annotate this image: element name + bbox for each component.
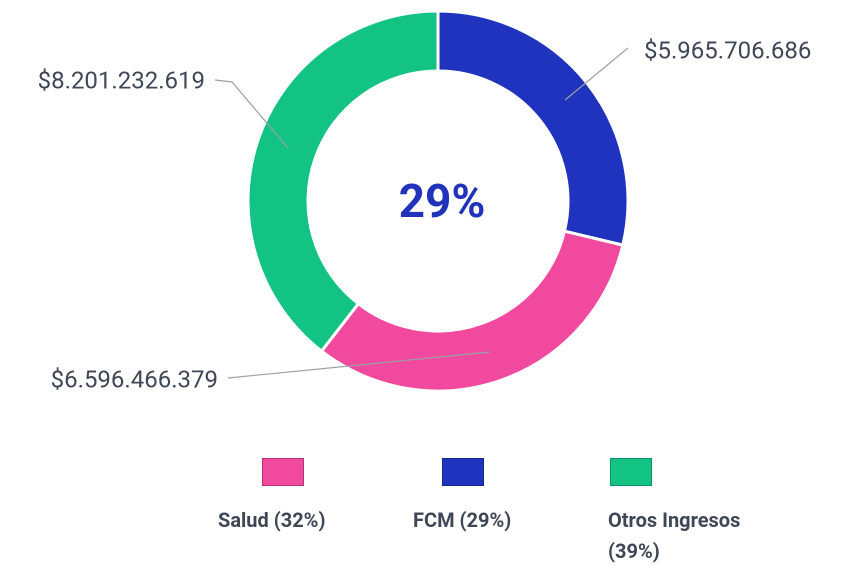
legend-label: FCM (29%)	[413, 508, 512, 532]
value-label: $5.965.706.686	[644, 36, 811, 64]
leader-line	[214, 79, 289, 149]
value-label: $8.201.232.619	[38, 66, 205, 94]
leader-line	[564, 47, 629, 101]
legend-swatch	[262, 458, 304, 486]
center-label: 29%	[399, 175, 486, 229]
value-label: $6.596.466.379	[51, 365, 218, 393]
legend-label: Salud (32%)	[218, 508, 326, 532]
donut-slice	[436, 9, 630, 247]
donut-slice	[246, 9, 440, 354]
legend-swatch	[442, 458, 484, 486]
legend-label: Otros Ingresos (39%)	[608, 508, 741, 563]
donut-slice	[319, 229, 625, 393]
legend-swatch	[610, 458, 652, 486]
leader-line	[227, 351, 491, 379]
